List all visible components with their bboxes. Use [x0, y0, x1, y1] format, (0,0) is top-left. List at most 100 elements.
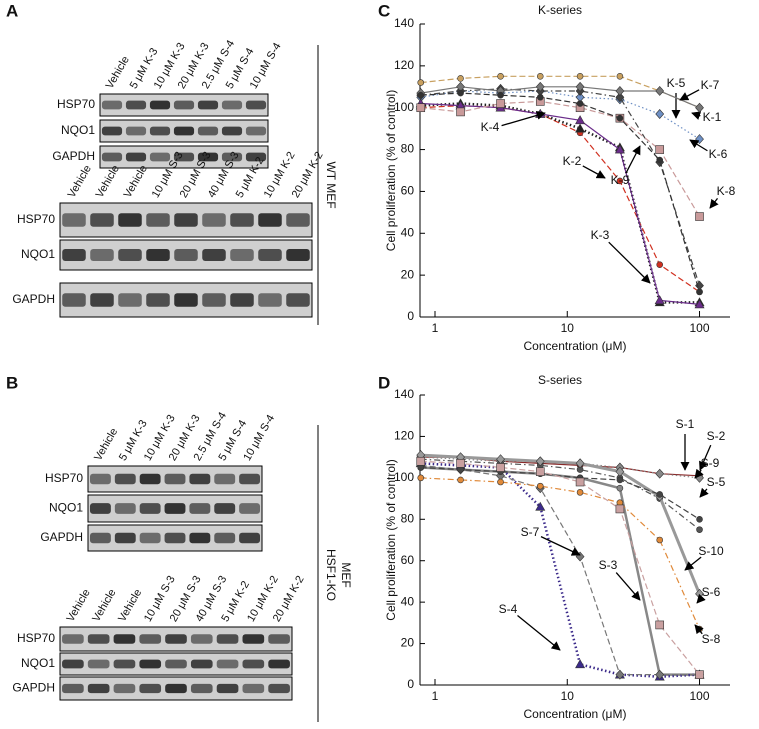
- annotation-arrow: [517, 614, 561, 651]
- band: [139, 634, 162, 644]
- band: [216, 634, 239, 644]
- marker: [496, 463, 505, 472]
- band: [258, 293, 282, 307]
- series-line: [420, 75, 700, 109]
- series-label: K-7: [701, 78, 720, 92]
- marker: [575, 115, 586, 125]
- series-label: S-10: [698, 544, 724, 558]
- marker: [535, 81, 545, 92]
- marker: [694, 299, 705, 309]
- band: [174, 249, 198, 261]
- y-tick-label: 40: [401, 225, 415, 239]
- x-tick-label: 1: [432, 321, 439, 335]
- series-label: K-1: [703, 110, 722, 124]
- series-line: [420, 100, 701, 217]
- annotation-arrow: [696, 593, 706, 604]
- band: [190, 683, 213, 694]
- series-label: K-4: [481, 120, 500, 134]
- band: [216, 659, 239, 669]
- side-label: HSF1-KO: [324, 549, 338, 601]
- band: [230, 293, 254, 307]
- x-tick-label: 100: [690, 321, 710, 335]
- side-label: WT MEF: [324, 161, 338, 208]
- band: [90, 249, 114, 261]
- y-tick-label: 60: [401, 553, 415, 567]
- marker: [616, 177, 624, 185]
- band: [101, 100, 123, 110]
- marker: [416, 103, 426, 113]
- marker: [497, 91, 504, 99]
- y-tick-label: 80: [401, 511, 415, 525]
- band: [286, 249, 310, 261]
- band: [214, 473, 236, 485]
- marker: [576, 73, 584, 80]
- marker: [696, 288, 703, 296]
- band: [202, 293, 226, 307]
- marker: [656, 261, 664, 268]
- marker: [655, 468, 665, 479]
- band: [239, 532, 261, 544]
- marker: [696, 526, 703, 533]
- marker: [695, 134, 704, 145]
- row-label: HSP70: [17, 631, 55, 645]
- marker: [535, 456, 545, 467]
- band: [101, 152, 123, 162]
- band: [242, 634, 265, 644]
- band: [174, 293, 198, 307]
- marker: [576, 489, 584, 496]
- band: [245, 152, 267, 162]
- band: [230, 213, 254, 227]
- annotation-arrow: [699, 487, 709, 498]
- band: [114, 473, 136, 485]
- band: [164, 532, 186, 544]
- marker: [417, 79, 425, 86]
- lane-label: Vehicle: [65, 587, 93, 624]
- band: [173, 126, 195, 136]
- marker: [576, 100, 584, 107]
- band: [101, 126, 123, 136]
- annotation-arrow: [582, 165, 606, 179]
- series-line: [420, 92, 701, 293]
- row-label: HSP70: [45, 471, 83, 485]
- band: [174, 213, 198, 227]
- series-line: [420, 460, 700, 675]
- band: [139, 503, 161, 514]
- panel-letter: B: [6, 373, 18, 392]
- lane-label: Vehicle: [66, 163, 94, 200]
- band: [164, 473, 186, 485]
- series-line: [420, 88, 701, 286]
- band: [113, 634, 136, 644]
- band: [139, 683, 162, 694]
- band: [62, 249, 86, 261]
- band: [118, 213, 142, 227]
- marker: [656, 156, 664, 164]
- band: [245, 126, 267, 136]
- marker: [614, 144, 625, 154]
- annotation-arrow: [691, 111, 702, 120]
- lane-label: Vehicle: [116, 587, 144, 624]
- y-tick-label: 80: [401, 142, 415, 156]
- annotation-arrow: [689, 139, 708, 152]
- marker: [457, 476, 464, 484]
- band: [216, 683, 239, 694]
- band: [189, 503, 211, 514]
- y-tick-label: 0: [407, 309, 414, 323]
- band: [258, 213, 282, 227]
- x-tick-label: 10: [561, 321, 575, 335]
- marker: [616, 73, 624, 80]
- y-tick-label: 140: [394, 387, 414, 401]
- series-label: S-5: [707, 475, 726, 489]
- series-label: S-2: [707, 429, 726, 443]
- band: [87, 683, 110, 694]
- band: [239, 503, 261, 514]
- y-tick-label: 20: [401, 267, 415, 281]
- x-axis-label: Concentration (μM): [524, 707, 627, 721]
- series-line: [420, 458, 700, 531]
- lane-label: Vehicle: [122, 163, 150, 200]
- marker: [535, 467, 545, 476]
- band: [197, 126, 219, 136]
- panel-letter: A: [6, 1, 18, 20]
- y-tick-label: 100: [394, 470, 414, 484]
- band: [146, 213, 170, 227]
- marker: [615, 86, 625, 96]
